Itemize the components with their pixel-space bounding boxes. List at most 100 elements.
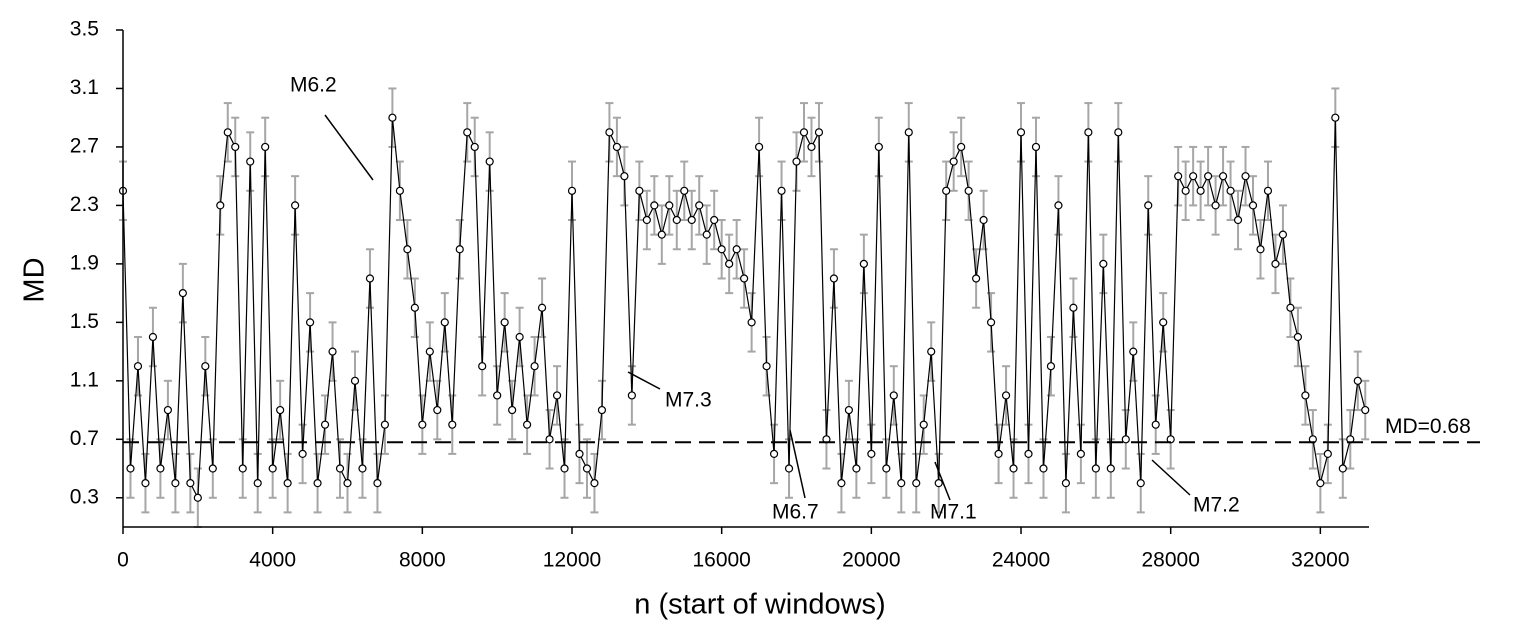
data-point (463, 128, 472, 137)
data-point (268, 464, 277, 473)
annotation: M7.1 (930, 501, 977, 524)
data-point (829, 274, 839, 283)
data-point (897, 479, 906, 488)
data-point (193, 493, 202, 502)
data-point (1316, 479, 1325, 488)
data-point (1099, 259, 1108, 268)
data-point (1031, 142, 1041, 152)
data-point (575, 449, 584, 459)
data-point (156, 464, 165, 473)
data-point (455, 245, 464, 254)
data-point (1046, 362, 1056, 371)
data-point (1121, 435, 1130, 444)
data-point (238, 464, 247, 473)
data-point (979, 215, 988, 225)
annotation-leader (789, 429, 806, 499)
data-point (986, 318, 996, 327)
data-point (485, 157, 494, 166)
data-point (1233, 215, 1243, 225)
data-point (777, 186, 786, 195)
data-point (1256, 245, 1265, 254)
data-point (1353, 376, 1362, 385)
data-point (792, 157, 801, 166)
x-tick-label: 8000 (399, 549, 446, 572)
data-point (1151, 420, 1160, 429)
data-point (605, 128, 614, 137)
data-point (1091, 464, 1100, 473)
data-point (448, 420, 457, 429)
data-point (208, 464, 217, 473)
data-point (1024, 449, 1033, 459)
data-point (1084, 128, 1093, 137)
data-point (246, 157, 255, 166)
data-point (807, 142, 816, 152)
data-point (537, 303, 547, 312)
data-point (732, 245, 741, 254)
data-point (373, 479, 382, 488)
x-tick-label: 28000 (1141, 549, 1199, 572)
data-point (291, 201, 300, 210)
data-point (253, 479, 262, 488)
data-point (702, 230, 711, 239)
y-tick-label: 1.9 (70, 251, 99, 274)
data-point (186, 479, 195, 488)
x-tick-label: 4000 (249, 549, 296, 572)
data-point (508, 405, 517, 415)
data-point (1181, 186, 1190, 195)
data-point (1271, 259, 1280, 268)
data-point (1331, 113, 1340, 122)
data-point (799, 128, 809, 137)
data-point (1114, 128, 1123, 137)
data-point (552, 391, 562, 400)
data-point (493, 391, 502, 400)
data-point (418, 420, 427, 429)
data-point (1016, 128, 1026, 137)
data-point (1189, 172, 1198, 181)
data-point (141, 479, 150, 488)
data-point (612, 142, 622, 152)
data-point (163, 405, 173, 415)
data-point (1144, 201, 1153, 210)
data-point (942, 186, 951, 195)
data-point (934, 479, 943, 488)
data-point (754, 142, 764, 152)
reference-label: MD=0.68 (1385, 415, 1471, 438)
y-tick-label: 3.1 (70, 76, 99, 99)
data-point (1061, 479, 1071, 488)
data-point (874, 142, 883, 152)
annotation-leader (324, 114, 374, 181)
data-point (665, 201, 674, 210)
data-point (328, 347, 337, 356)
data-point (410, 303, 419, 312)
data-point (957, 142, 966, 152)
data-point (919, 420, 928, 429)
y-tick-label: 0.3 (70, 485, 99, 508)
data-point (912, 479, 921, 488)
data-point (343, 479, 352, 488)
data-point (680, 186, 689, 195)
data-point (350, 376, 360, 385)
data-point (171, 479, 180, 488)
data-point (889, 391, 898, 400)
data-point (440, 318, 449, 327)
y-tick-label: 2.3 (70, 193, 99, 216)
data-point (717, 245, 726, 254)
data-point (1323, 449, 1332, 459)
data-point (590, 479, 599, 488)
data-point (844, 405, 853, 415)
data-point (178, 289, 187, 298)
data-point (1278, 230, 1288, 239)
data-point (515, 332, 524, 342)
data-point (1106, 464, 1115, 473)
data-point (470, 142, 479, 152)
data-point (395, 186, 404, 195)
y-tick-label: 2.7 (70, 134, 99, 157)
data-point (620, 172, 629, 181)
data-point (852, 464, 861, 473)
data-point (560, 464, 569, 473)
data-point (1174, 172, 1183, 181)
data-point (1338, 464, 1347, 473)
data-point (747, 318, 756, 327)
y-tick-label: 3.5 (70, 18, 99, 41)
